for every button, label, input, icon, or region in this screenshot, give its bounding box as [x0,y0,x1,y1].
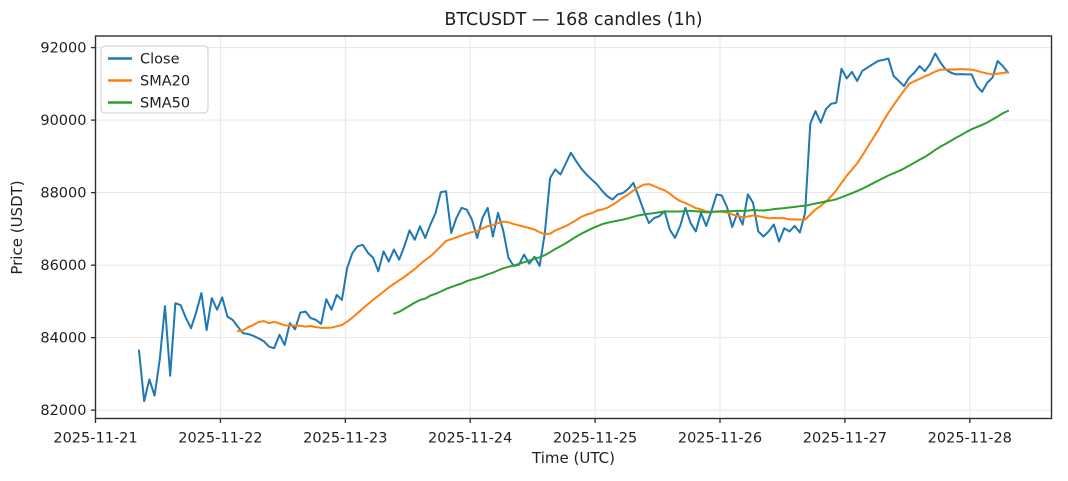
sma20-line [236,68,1010,333]
legend-label-sma20: SMA20 [140,74,190,90]
x-axis-label: Time (UTC) [531,449,615,467]
grid-lines [95,36,1052,419]
x-tick-label: 2025-11-21 [53,431,137,447]
legend-label-sma50: SMA50 [140,96,190,112]
y-tick-label: 90000 [40,113,86,129]
legend-box [100,45,209,114]
y-tick-label: 86000 [40,258,86,274]
y-tick-label: 82000 [40,403,86,419]
sma50-line [392,109,1010,315]
x-tick-label: 2025-11-27 [803,431,887,447]
y-axis-label: Price (USDT) [8,180,26,274]
y-tick-label: 84000 [40,331,86,347]
plot-border [94,35,1053,420]
x-tick-label: 2025-11-26 [678,431,762,447]
y-tick-label: 92000 [40,41,86,57]
x-tick-label: 2025-11-23 [303,431,387,447]
x-tick-label: 2025-11-28 [928,431,1012,447]
x-tick-label: 2025-11-24 [428,431,512,447]
chart-title: BTCUSDT — 168 candles (1h) [444,10,702,30]
x-tick-label: 2025-11-22 [178,431,262,447]
close-line [137,52,1010,403]
legend: Close SMA20 SMA50 [100,45,209,114]
data-series [137,52,1010,403]
legend-label-close: Close [140,52,180,68]
y-tick-label: 88000 [40,186,86,202]
x-tick-label: 2025-11-25 [553,431,637,447]
axis-ticks: 82000 84000 86000 88000 90000 92000 2025-11-21… [40,41,1012,447]
